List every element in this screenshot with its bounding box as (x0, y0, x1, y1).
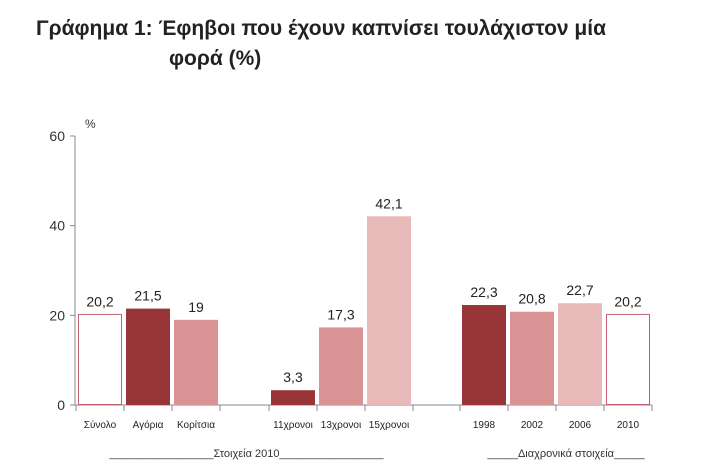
data-label: 20,2 (614, 293, 641, 309)
data-label: 21,5 (134, 288, 161, 304)
bar-Σύνολο (78, 313, 122, 406)
bar-2002 (510, 311, 554, 405)
x-category-label: 11χρονοι (273, 420, 313, 431)
bar-Κορίτσια (174, 319, 218, 405)
x-category-label: Σύνολο (84, 419, 117, 431)
y-tick-label: 40 (49, 218, 65, 234)
y-tick-label: 0 (57, 397, 65, 413)
y-tick-label: 60 (49, 128, 65, 144)
group-label-2010: _________________Στοιχεία 2010__________… (108, 448, 384, 460)
x-category-label: 2002 (521, 420, 544, 431)
data-label: 17,3 (327, 306, 354, 322)
data-label: 19 (188, 299, 204, 315)
x-category-label: 1998 (473, 420, 496, 431)
bar-Αγόρια (126, 308, 170, 405)
x-category-label: 2010 (617, 420, 640, 431)
bar-15χρονοι (367, 216, 411, 405)
chart-title: Γράφημα 1: Έφηβοι που έχουν καπνίσει του… (36, 14, 696, 74)
data-label: 22,3 (470, 284, 497, 300)
x-category-label: Αγόρια (133, 419, 164, 431)
bar-1998 (462, 305, 506, 405)
data-label: 3,3 (283, 369, 303, 385)
y-tick-label: 20 (49, 307, 65, 323)
bar-2006 (558, 303, 602, 405)
bar-13χρονοι (319, 327, 363, 405)
data-label: 20,2 (86, 293, 113, 309)
title-line-2: φορά (%) (169, 47, 262, 70)
x-category-label: 13χρονοι (321, 420, 361, 431)
x-category-label: 15χρονοι (369, 420, 409, 431)
bar-2010 (606, 313, 650, 406)
title-prefix: Γράφημα 1: (36, 17, 159, 40)
data-label: 20,8 (518, 291, 545, 307)
group-label-trend: _____Διαχρονικά στοιχεία_____ (486, 448, 645, 460)
data-label: 42,1 (375, 195, 402, 211)
x-category-label: Κορίτσια (177, 419, 215, 431)
data-label: 22,7 (566, 282, 593, 298)
title-line-1: Έφηβοι που έχουν καπνίσει τουλάχιστον μί… (158, 17, 607, 40)
y-axis-unit-label: % (85, 117, 96, 131)
bar-11χρονοι (271, 390, 315, 405)
x-category-label: 2006 (569, 420, 592, 431)
